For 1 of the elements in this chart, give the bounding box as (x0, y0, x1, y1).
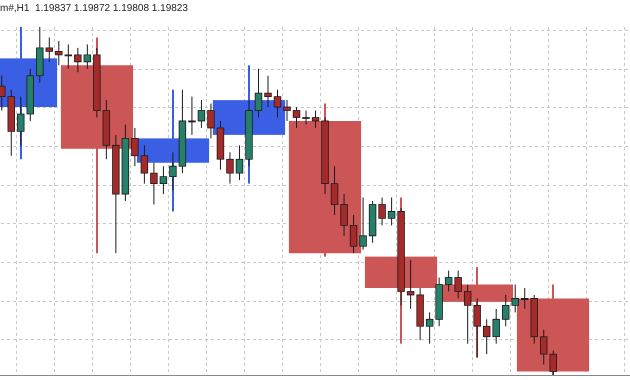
chart-title: m#,H1 1.19837 1.19872 1.19808 1.19823 (0, 3, 188, 14)
